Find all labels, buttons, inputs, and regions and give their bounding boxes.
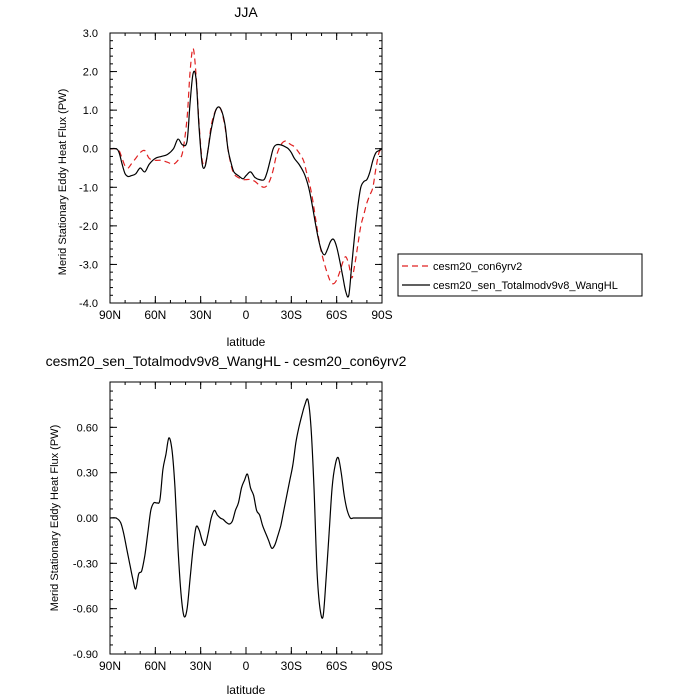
bottom-chart-y-axis-label: Merid Stationary Eddy Heat Flux (PW) (49, 425, 61, 611)
top-chart-x-axis-label: latitude (227, 335, 266, 349)
x-tick-label: 90N (99, 659, 121, 673)
legend-label-totalmod: cesm20_sen_Totalmodv9v8_WangHL (433, 280, 618, 292)
y-tick-label: 2.0 (83, 67, 98, 79)
top-chart-lines (109, 47, 383, 298)
top-chart-title: JJA (234, 4, 258, 20)
bottom-chart-x-axis-label: latitude (227, 683, 266, 697)
bottom-chart-lines (109, 398, 382, 619)
y-tick-label: 0.00 (77, 513, 98, 525)
x-tick-label: 60S (326, 659, 347, 673)
x-tick-label: 60N (144, 659, 166, 673)
top-chart-y-axis-label: Merid Stationary Eddy Heat Flux (PW) (57, 89, 69, 275)
x-tick-label: 90S (371, 659, 392, 673)
y-tick-label: -4.0 (79, 298, 98, 310)
x-tick-label: 30N (190, 659, 212, 673)
legend-box (397, 253, 643, 297)
y-tick-label: -2.0 (79, 221, 98, 233)
bottom-chart-title: cesm20_sen_Totalmodv9v8_WangHL - cesm20_… (46, 353, 407, 369)
x-tick-label: 90S (371, 308, 392, 322)
y-tick-label: 0.30 (77, 468, 98, 480)
x-tick-label: 0 (243, 308, 250, 322)
y-tick-label: -0.60 (73, 604, 98, 616)
bottom-chart-plot-frame (109, 381, 383, 655)
x-tick-label: 60S (326, 308, 347, 322)
y-tick-label: -1.0 (79, 182, 98, 194)
x-tick-label: 30N (190, 308, 212, 322)
y-tick-label: 0.60 (77, 422, 98, 434)
y-tick-label: -0.90 (73, 649, 98, 661)
y-tick-label: -3.0 (79, 259, 98, 271)
series-line-cesm20_con6yrv2 (109, 47, 383, 285)
y-tick-label: -0.30 (73, 558, 98, 570)
bottom-chart-axes: 90N 60N 30N 0 30S 60S 90S 0.60 0.30 0.00 -0.30 -0.6… (73, 381, 393, 673)
y-tick-label: 1.0 (83, 105, 98, 117)
x-tick-label: 0 (243, 659, 250, 673)
bottom-chart: cesm20_sen_Totalmodv9v8_WangHL - cesm20_… (46, 353, 407, 697)
legend-label-con6yrv2: cesm20_con6yrv2 (433, 261, 522, 273)
y-tick-label: 0.0 (83, 144, 98, 156)
x-tick-label: 90N (99, 308, 121, 322)
x-tick-label: 30S (281, 659, 302, 673)
top-chart-plot-frame (109, 32, 383, 304)
top-chart: JJA Merid Stationary Eddy Heat Flux (PW)… (57, 4, 393, 349)
series-line-cesm20_sen_Totalmodv9v8_WangHL (109, 70, 383, 298)
legend: cesm20_con6yrv2 cesm20_sen_Totalmodv9v8_… (397, 253, 643, 297)
x-tick-label: 60N (144, 308, 166, 322)
series-line-difference (109, 398, 382, 619)
y-tick-label: 3.0 (83, 28, 98, 40)
x-tick-label: 30S (281, 308, 302, 322)
